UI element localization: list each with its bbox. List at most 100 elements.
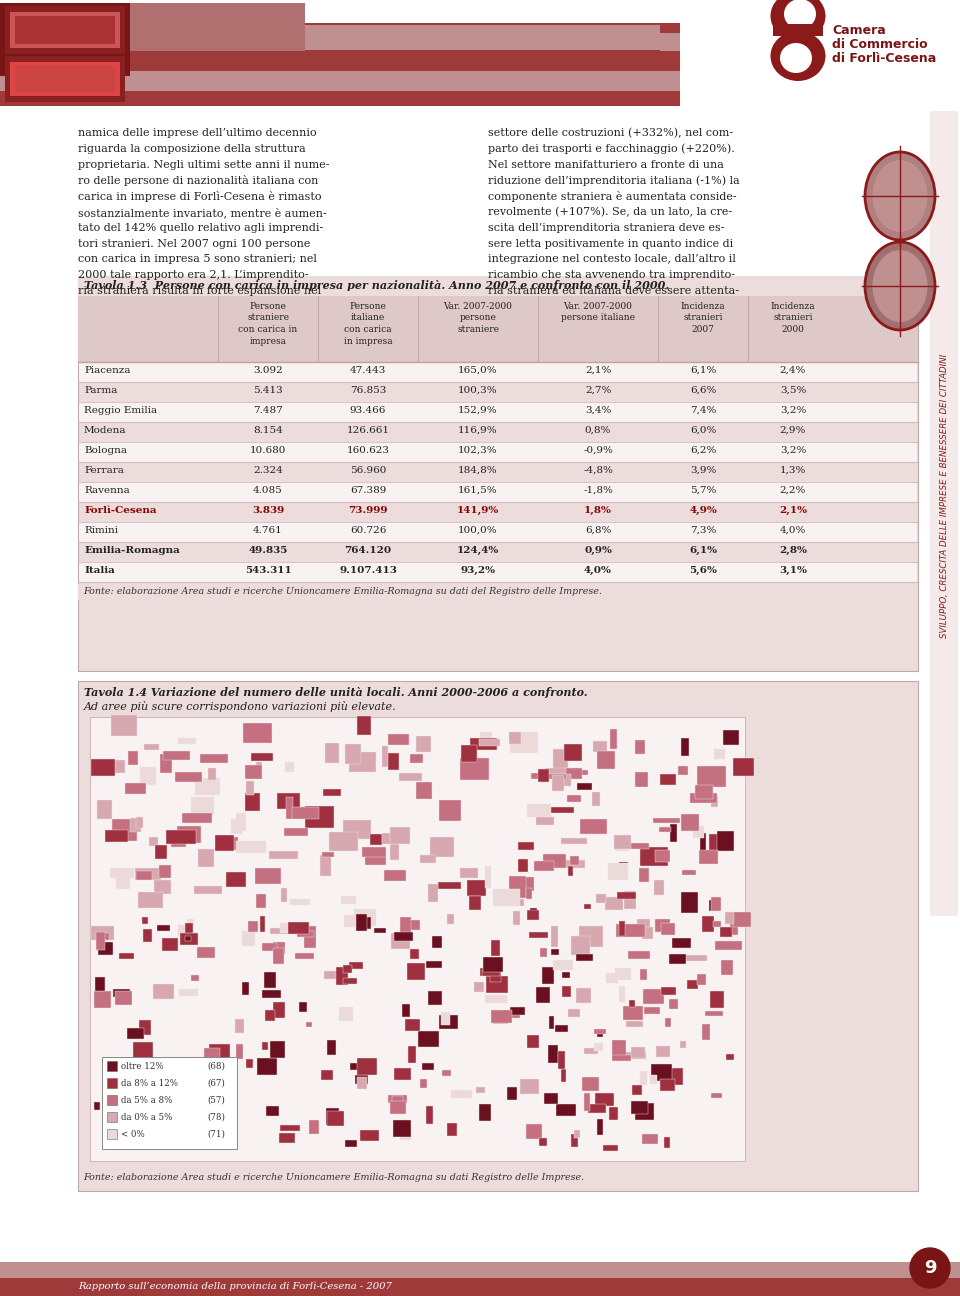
Bar <box>97 761 125 774</box>
Text: Italia: Italia <box>84 566 115 575</box>
Bar <box>349 753 376 772</box>
Bar <box>678 766 687 775</box>
Bar <box>660 988 676 995</box>
Bar <box>371 833 382 845</box>
Bar <box>188 1125 204 1139</box>
Bar <box>720 927 732 937</box>
Bar <box>654 880 664 896</box>
Text: 4.085: 4.085 <box>253 486 283 495</box>
Text: 76.853: 76.853 <box>349 386 386 395</box>
Bar <box>0 51 960 71</box>
Bar <box>178 925 191 936</box>
Bar <box>486 995 507 1003</box>
Bar <box>391 933 410 949</box>
Bar <box>576 988 591 1003</box>
Bar <box>426 960 443 968</box>
Text: Incidenza: Incidenza <box>771 302 815 311</box>
Bar <box>105 831 128 842</box>
Text: (78): (78) <box>207 1113 225 1122</box>
Bar <box>276 793 300 809</box>
Bar <box>480 968 492 976</box>
Bar <box>548 774 566 779</box>
Bar <box>440 1015 458 1029</box>
Text: con carica in: con carica in <box>238 325 298 334</box>
Bar <box>166 829 196 844</box>
Bar <box>553 749 567 771</box>
Text: 7,3%: 7,3% <box>690 526 716 535</box>
Text: Camera: Camera <box>832 25 886 38</box>
Text: 3,2%: 3,2% <box>780 406 806 415</box>
Bar <box>223 837 238 850</box>
Text: 3,5%: 3,5% <box>780 386 806 395</box>
Text: 764.120: 764.120 <box>345 546 392 555</box>
Bar <box>111 714 137 736</box>
Bar <box>593 741 607 752</box>
Bar <box>476 1087 486 1093</box>
Text: (67): (67) <box>207 1080 225 1089</box>
Bar <box>399 916 411 938</box>
Text: 3.092: 3.092 <box>253 365 283 375</box>
Bar <box>382 745 388 767</box>
Bar <box>91 759 115 776</box>
Bar <box>554 774 571 785</box>
Bar <box>732 758 754 776</box>
Bar <box>373 928 386 933</box>
Bar <box>689 793 717 802</box>
Text: 93,2%: 93,2% <box>461 566 495 575</box>
Bar <box>270 928 298 934</box>
Text: sere letta positivamente in quanto indice di: sere letta positivamente in quanto indic… <box>488 238 733 249</box>
Bar <box>143 929 152 942</box>
Bar <box>130 3 305 51</box>
Text: Reggio Emilia: Reggio Emilia <box>84 406 157 415</box>
Text: Tavola 1.3  Persone con carica in impresa per nazionalità. Anno 2007 e confronto: Tavola 1.3 Persone con carica in impresa… <box>84 280 669 292</box>
Text: da 0% a 5%: da 0% a 5% <box>121 1113 173 1122</box>
Text: 2,7%: 2,7% <box>585 386 612 395</box>
Bar <box>274 942 285 954</box>
Text: riguarda la composizione della struttura: riguarda la composizione della struttura <box>78 144 305 154</box>
Bar <box>639 868 649 881</box>
Bar <box>171 1098 182 1103</box>
Bar <box>107 1129 117 1139</box>
Bar <box>655 919 670 932</box>
Bar <box>629 1001 636 1007</box>
Bar <box>731 918 737 934</box>
Text: Fonte: elaborazione Area studi e ricerche Unioncamere Emilia-Romagna su dati del: Fonte: elaborazione Area studi e ricerch… <box>83 587 602 596</box>
Bar <box>246 781 253 796</box>
Bar <box>136 871 153 880</box>
Bar <box>305 806 334 828</box>
Bar <box>642 989 663 1004</box>
Text: -4,8%: -4,8% <box>583 467 612 476</box>
Text: con carica in impresa 5 sono stranieri; nel: con carica in impresa 5 sono stranieri; … <box>78 254 317 264</box>
Bar <box>78 276 918 295</box>
Bar <box>394 1068 411 1080</box>
Bar <box>584 1094 590 1111</box>
Bar <box>428 991 443 1006</box>
Bar <box>262 990 281 998</box>
Text: Persone: Persone <box>250 302 286 311</box>
Bar <box>128 1129 146 1140</box>
Bar <box>480 732 492 746</box>
Bar <box>297 932 314 937</box>
Bar <box>388 1095 407 1103</box>
Bar <box>518 841 534 850</box>
Bar <box>391 1102 406 1115</box>
Bar <box>420 1080 427 1089</box>
Text: sostanzialmente invariato, mentre è aumen-: sostanzialmente invariato, mentre è aume… <box>78 207 326 218</box>
Text: con carica: con carica <box>345 325 392 334</box>
Text: scita dell’imprenditoria straniera deve es-: scita dell’imprenditoria straniera deve … <box>488 223 725 233</box>
Text: (71): (71) <box>207 1130 225 1139</box>
Text: 60.726: 60.726 <box>349 526 386 535</box>
Bar <box>0 91 960 106</box>
Text: 543.311: 543.311 <box>245 566 292 575</box>
Bar <box>479 1104 492 1121</box>
Text: 2,8%: 2,8% <box>780 546 807 555</box>
Bar <box>682 955 707 962</box>
Bar <box>97 800 112 819</box>
Bar <box>473 982 484 991</box>
Bar <box>605 897 623 910</box>
Text: 56.960: 56.960 <box>349 467 386 476</box>
Bar <box>300 1002 306 1012</box>
Bar <box>115 868 131 889</box>
Bar <box>243 723 272 743</box>
Bar <box>326 1041 336 1055</box>
